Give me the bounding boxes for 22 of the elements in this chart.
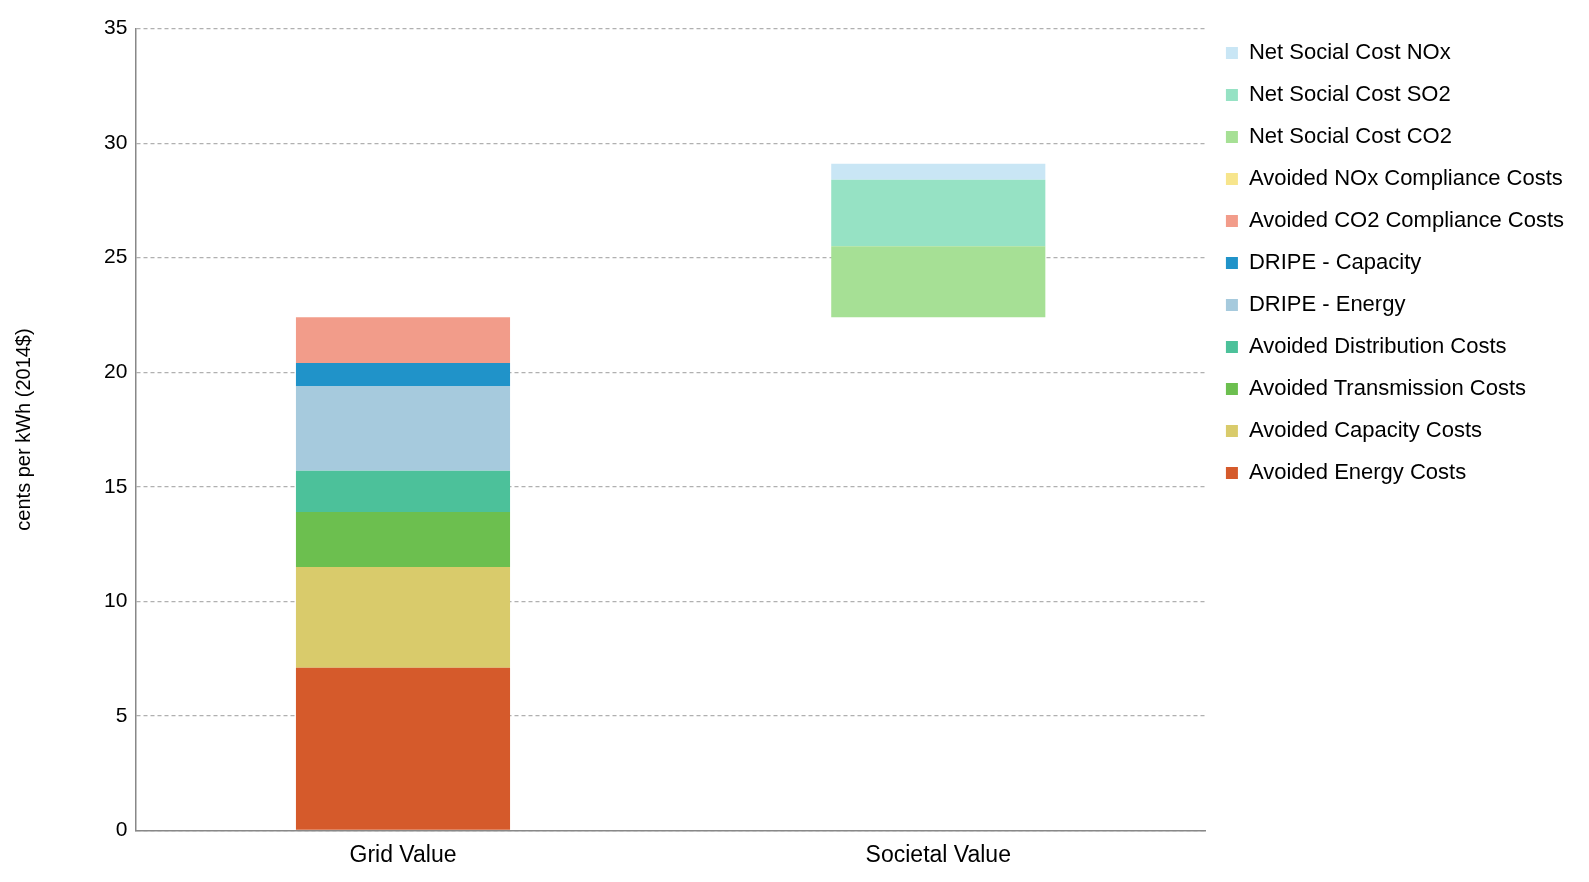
legend-label: DRIPE - Energy xyxy=(1248,291,1406,317)
legend-label: Avoided CO2 Compliance Costs xyxy=(1248,207,1565,233)
y-tick-label: 10 xyxy=(104,588,128,612)
legend-label: DRIPE - Capacity xyxy=(1248,249,1422,275)
y-tick-label: 35 xyxy=(104,15,128,39)
y-axis-title: cents per kWh (2014$) xyxy=(11,328,34,531)
legend-label: Avoided NOx Compliance Costs xyxy=(1248,165,1563,191)
legend-label: Net Social Cost CO2 xyxy=(1248,123,1452,149)
x-tick-label: Societal Value xyxy=(865,840,1011,867)
y-tick-label: 30 xyxy=(104,129,128,153)
x-tick-label: Grid Value xyxy=(349,840,457,867)
legend-label: Net Social Cost NOx xyxy=(1248,39,1451,65)
y-tick-label: 0 xyxy=(115,817,128,841)
legend-label: Avoided Transmission Costs xyxy=(1248,375,1527,401)
legend-label: Avoided Distribution Costs xyxy=(1248,333,1507,359)
legend-label: Avoided Energy Costs xyxy=(1248,459,1467,485)
legend-label: Net Social Cost SO2 xyxy=(1248,81,1451,107)
legend-label: Avoided Capacity Costs xyxy=(1248,417,1483,443)
y-tick-label: 15 xyxy=(104,473,128,497)
y-tick-label: 5 xyxy=(115,702,128,726)
y-tick-label: 20 xyxy=(104,359,128,383)
y-tick-label: 25 xyxy=(104,244,128,268)
